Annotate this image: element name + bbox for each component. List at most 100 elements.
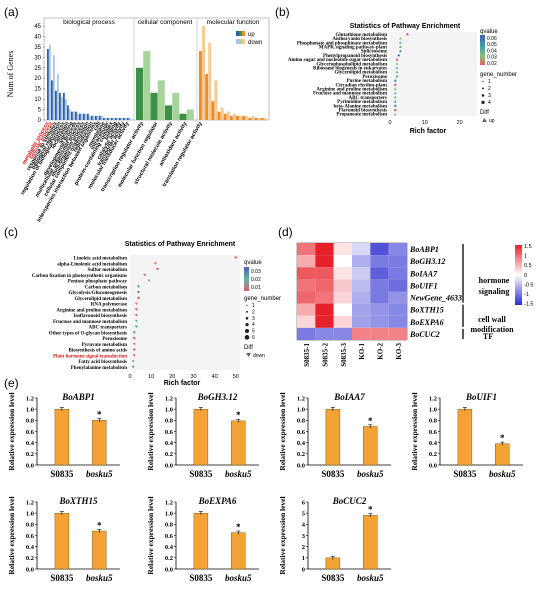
go-group-header: cellular component	[138, 19, 193, 26]
go-bar-down	[226, 111, 230, 120]
go-group-header: molecular function	[207, 19, 260, 26]
heatmap-cell	[388, 315, 407, 328]
go-bar-up	[103, 117, 105, 120]
kegg-down-pathway-name: Biosynthesis of amino acids	[69, 349, 128, 354]
qpcr-gene-title: BoEXPA6	[198, 496, 237, 506]
kegg-up-pathway-name: Peroxisome	[362, 75, 387, 80]
heatmap-cell	[315, 315, 334, 328]
go-bar-up	[136, 67, 144, 120]
go-legend-down: down	[248, 40, 262, 46]
kegg-up-x-tick: 20	[457, 120, 463, 126]
heatmap-cell	[333, 255, 352, 268]
heatmap-cell	[315, 303, 334, 316]
kegg-down-pathway-labels: Linoleic acid metabolismalpha-Linolenic …	[32, 257, 128, 371]
qpcr-bar	[457, 408, 473, 466]
qpcr-y-tick-label: 0.6	[165, 533, 174, 540]
heatmap-gene-label: BoIAA7	[409, 269, 438, 278]
go-bar-up	[83, 113, 85, 120]
qpcr-chart: Relative expression level 0.0 0.2 0.4 0.6 0.8…	[146, 392, 259, 479]
kegg-down-diff-value: down	[253, 353, 265, 359]
kegg-up-gene-number-label: gene_number	[480, 72, 517, 78]
kegg-down-pathway-name: Fatty acid biosynthesis	[78, 360, 127, 365]
kegg-down-point	[143, 273, 147, 277]
kegg-up-pathway-name: Circadian rhythm-plant	[336, 83, 388, 88]
qpcr-y-tick-label: 0.0	[165, 462, 173, 469]
go-bar-up	[87, 113, 89, 120]
go-bar-down	[129, 117, 131, 120]
go-bar-up	[75, 111, 77, 120]
kegg-down-point	[134, 319, 138, 323]
qpcr-category-label: S0835	[321, 469, 345, 479]
go-bar-up	[63, 92, 65, 120]
go-y-tick-label: 45	[34, 24, 41, 30]
kegg-down-point	[156, 268, 159, 271]
heatmap-sample-label: S0835-1	[303, 343, 311, 367]
qpcr-gene-title: BoCUC2	[332, 496, 367, 506]
heatmap-cell	[370, 315, 389, 328]
qpcr-chart: Relative expression level 0.0 0.2 0.4 0.6 0.8…	[146, 496, 259, 583]
qpcr-y-tick-label: 0.2	[165, 451, 173, 458]
heatmap-scale-tick: -1	[524, 292, 529, 298]
qpcr-y-tick-label: 0.2	[297, 451, 305, 458]
kegg-down-gene-number-tick: 6	[252, 335, 255, 341]
go-y-tick-label: 15	[34, 87, 41, 93]
heatmap-cell	[297, 267, 316, 280]
heatmap-group-label-line: modification	[470, 325, 514, 334]
kegg-down-pathway-name: Phenylalanine metabolism	[71, 366, 128, 371]
kegg-up-pathway-name: Phosphonate and phosphinate metabolism	[297, 41, 388, 46]
kegg-down-pathway-name: Carbon metabolism	[85, 285, 128, 290]
go-bar-up	[254, 117, 258, 120]
kegg-down-pathway-name: Pentose phosphate pathway	[68, 280, 128, 285]
kegg-down-point	[134, 325, 138, 329]
go-bar-up	[127, 117, 129, 120]
heatmap-cell	[370, 291, 389, 304]
kegg-up-point	[393, 87, 397, 90]
go-y-tick-label: 5	[38, 108, 42, 114]
go-bar-down	[49, 44, 51, 120]
qpcr-bar	[363, 515, 378, 570]
kegg-down-point	[136, 285, 140, 288]
go-bar-down	[214, 80, 218, 120]
go-legend-swatch-down-cc	[239, 39, 242, 44]
go-bar-down	[65, 99, 67, 120]
heatmap-gene-label: NewGene_4633	[409, 294, 462, 303]
kegg-down-pathway-name: Glycerolipid metabolism	[74, 297, 127, 302]
qpcr-y-tick-label: 0.0	[26, 566, 34, 573]
qpcr-y-tick-label: 1.2	[297, 395, 305, 402]
go-legend-swatch-down-bp	[236, 39, 239, 44]
go-bar-up	[229, 115, 233, 120]
go-bar-down	[121, 117, 123, 120]
qpcr-bar	[92, 420, 107, 466]
heatmap-scale-tick: 1.5	[524, 244, 532, 250]
go-y-tick-label: 25	[34, 66, 41, 72]
qpcr-y-tick-label: 0.8	[26, 522, 35, 529]
go-bar-down	[257, 117, 261, 120]
kegg-down-chart: Statistics of Pathway Enrichment Linolei…	[32, 241, 281, 387]
go-x-label: antioxidant activity	[158, 120, 189, 167]
qpcr-bar	[231, 420, 246, 466]
kegg-down-gene-number-dot	[245, 329, 249, 333]
go-bar-up	[242, 115, 246, 120]
heatmap-cell	[297, 243, 316, 256]
kegg-down-gene-number-tick: 3	[252, 316, 255, 322]
qpcr-bar	[193, 512, 209, 570]
qpcr-y-tick-label: 1.2	[26, 395, 34, 402]
kegg-down-qvalue-tick: 0.03	[251, 269, 261, 275]
kegg-up-pathway-name: Flavonoid biosynthesis	[339, 109, 388, 114]
qpcr-y-tick-label: 2	[302, 544, 305, 551]
qpcr-y-tick-label: 3	[302, 533, 306, 540]
kegg-up-qvalue-label: qvalue	[480, 29, 498, 35]
heatmap-cell	[388, 291, 407, 304]
kegg-down-point	[132, 337, 136, 340]
heatmap-group-label-line: hormone	[479, 276, 510, 285]
heatmap-sample-label: KO-3	[395, 343, 403, 360]
qpcr-y-tick-label: 0.6	[165, 429, 174, 436]
kegg-up-gene-number-dot	[481, 94, 485, 97]
heatmap-scale-tick: -1.5	[524, 302, 533, 308]
panel-label-e: (e)	[4, 376, 19, 390]
kegg-down-points	[131, 256, 238, 369]
go-bar-up	[217, 111, 221, 120]
